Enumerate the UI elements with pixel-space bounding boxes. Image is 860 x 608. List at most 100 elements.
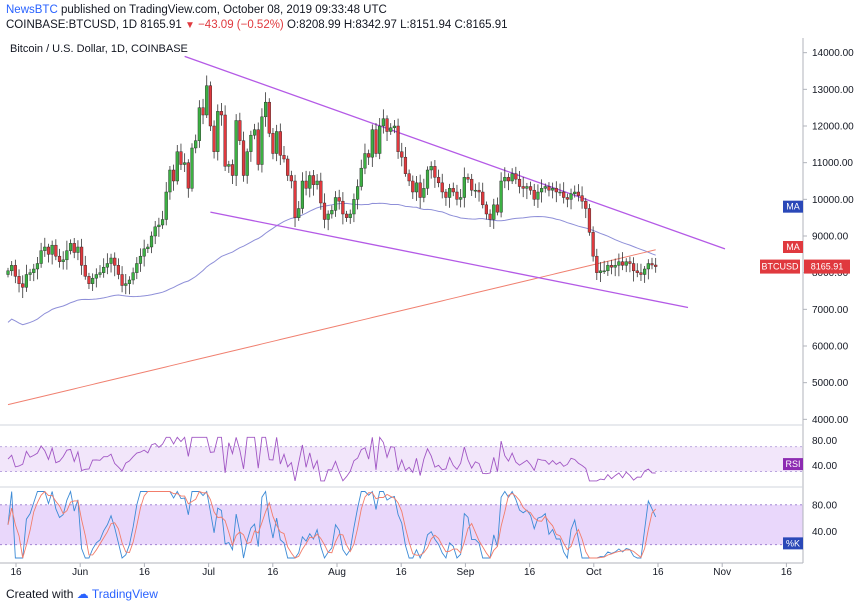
candle-body [164, 191, 168, 220]
candle-body [536, 191, 540, 200]
candle-body [282, 155, 286, 160]
candle-body [50, 244, 54, 255]
candle-body [414, 182, 419, 193]
candle-body [356, 186, 360, 200]
candle-body [183, 162, 187, 165]
candle-body [403, 156, 408, 174]
candle-body [433, 166, 437, 178]
candle-body [216, 111, 220, 152]
candle-body [113, 257, 117, 266]
candle-body [256, 129, 260, 165]
candle-body [124, 283, 128, 286]
last-price-symbol: BTCUSD [761, 262, 799, 272]
candle-body [142, 248, 146, 257]
candle-body [201, 107, 205, 116]
tradingview-logo-icon: ☁ [76, 587, 89, 601]
chart-title: Bitcoin / U.S. Dollar, 1D, COINBASE [10, 43, 188, 55]
upper-trendline [184, 55, 726, 250]
ma-fast-tag-bg [783, 200, 803, 213]
candle-body [46, 246, 51, 255]
candle-body [315, 180, 319, 185]
created-with-label: Created with [6, 587, 74, 601]
candle-body [510, 173, 514, 182]
candle-body [326, 213, 330, 220]
y-tick-label: 13000.00 [812, 85, 854, 96]
candle-body [6, 270, 10, 275]
candle-body [21, 283, 25, 288]
candle-body [252, 129, 257, 136]
candle-body [418, 182, 422, 198]
y-tick-label: 9000.00 [812, 232, 849, 243]
rsi-tick-label: 80.00 [812, 436, 837, 447]
candle-body [591, 232, 595, 257]
chart-header: NewsBTC published on TradingView.com, Oc… [6, 3, 846, 33]
ma-fast-tag-label: MA [786, 202, 800, 212]
candle-body [341, 200, 345, 215]
candle-body [179, 151, 183, 165]
candle-body [135, 263, 139, 273]
candle-body [79, 246, 84, 266]
last-price-value: 8165.91 [811, 262, 844, 272]
candle-body [484, 204, 488, 215]
candle-body [569, 193, 573, 200]
candle-body [470, 178, 474, 191]
y-tick-label: 12000.00 [812, 122, 854, 133]
ohlc-values: O:8208.99 H:8342.97 L:8151.94 C:8165.91 [286, 19, 508, 31]
candle-body [635, 270, 639, 273]
candle-body [286, 158, 290, 176]
candle-body [138, 255, 143, 264]
candle-body [628, 261, 632, 264]
candle-body [109, 257, 113, 264]
candle-body [311, 175, 316, 185]
candle-body [407, 173, 411, 182]
candle-body [499, 180, 503, 213]
candle-body [289, 175, 293, 182]
candle-body [13, 265, 17, 277]
candle-body [429, 166, 433, 171]
candle-body [587, 208, 592, 233]
candle-body [547, 186, 551, 191]
candle-body [219, 111, 224, 116]
y-tick-label: 10000.00 [812, 195, 854, 206]
candle-body [205, 85, 209, 116]
y-tick-label: 7000.00 [812, 305, 849, 316]
candle-body [584, 200, 588, 209]
candle-body [149, 235, 154, 248]
candle-body [436, 177, 441, 184]
candle-body [300, 180, 304, 209]
candle-body [330, 210, 334, 215]
y-tick-label: 8000.00 [812, 268, 849, 279]
candle-body [76, 246, 80, 253]
publish-info: published on TradingView.com, October 08… [60, 4, 387, 16]
candle-body [517, 178, 522, 187]
candle-body [562, 191, 566, 198]
candle-body [540, 188, 544, 193]
candle-body [488, 213, 492, 220]
x-tick-label: 16 [10, 567, 22, 578]
candle-body [455, 191, 459, 200]
candle-body [554, 188, 558, 193]
candle-body [532, 189, 536, 200]
ma-slow-line [7, 249, 656, 406]
candle-body [271, 133, 275, 154]
x-tick-label: 16 [652, 567, 664, 578]
x-tick-label: Jul [202, 567, 215, 578]
stoch-tag-label: %K [786, 538, 800, 548]
y-tick-label: 6000.00 [812, 342, 849, 353]
tradingview-brand[interactable]: TradingView [91, 587, 158, 601]
candle-body [606, 265, 610, 272]
candle-body [392, 125, 396, 129]
candle-body [506, 177, 511, 182]
rsi-line [7, 436, 656, 482]
candle-body [370, 129, 374, 158]
candle-body [632, 263, 636, 272]
publisher-name[interactable]: NewsBTC [6, 4, 58, 16]
candle-body [171, 169, 176, 182]
candle-body [492, 204, 496, 220]
candle-body [308, 175, 312, 189]
price-chart[interactable]: 4000.00 5000.00 6000.00 7000.00 8000.00 9000.… [0, 38, 860, 578]
candle-body [551, 188, 555, 191]
candle-body [322, 202, 327, 220]
x-tick-label: 16 [139, 567, 151, 578]
